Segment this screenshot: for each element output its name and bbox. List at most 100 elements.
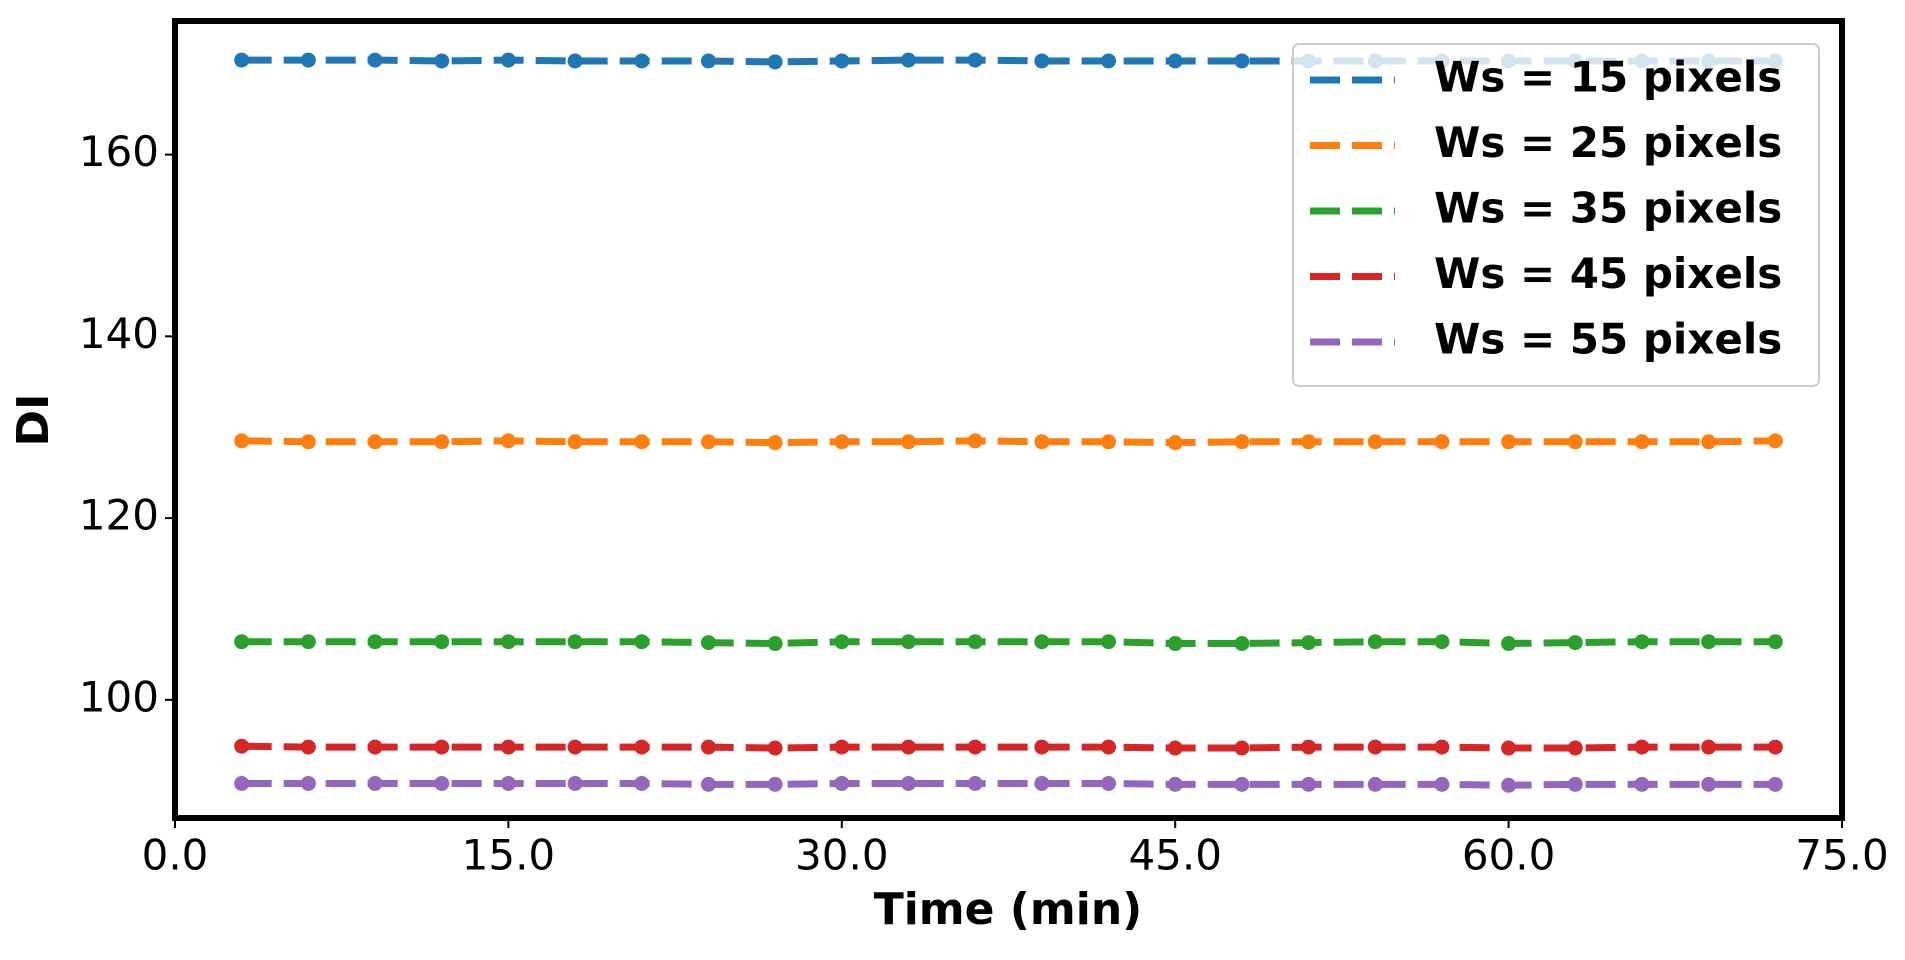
y-tick-label: 140 bbox=[79, 309, 159, 358]
data-point bbox=[1767, 433, 1783, 449]
data-point bbox=[1234, 636, 1250, 652]
data-point bbox=[1167, 740, 1183, 756]
data-point bbox=[1301, 434, 1317, 450]
data-point bbox=[300, 52, 316, 68]
data-point bbox=[434, 634, 450, 650]
data-point bbox=[367, 739, 383, 755]
data-point bbox=[1167, 435, 1183, 451]
series-line bbox=[241, 742, 1776, 752]
data-point bbox=[1767, 739, 1783, 755]
data-point bbox=[1634, 776, 1650, 792]
data-point bbox=[1301, 776, 1317, 792]
data-point bbox=[634, 434, 650, 450]
data-point bbox=[700, 53, 716, 69]
data-point bbox=[900, 634, 916, 650]
data-point bbox=[834, 775, 850, 791]
data-point bbox=[500, 775, 516, 791]
data-point bbox=[567, 634, 583, 650]
data-point bbox=[567, 775, 583, 791]
data-point bbox=[700, 635, 716, 651]
data-point bbox=[767, 435, 783, 451]
data-point bbox=[1701, 776, 1717, 792]
data-point bbox=[500, 739, 516, 755]
data-point bbox=[1101, 634, 1117, 650]
data-point bbox=[434, 739, 450, 755]
data-point bbox=[567, 739, 583, 755]
data-point bbox=[700, 434, 716, 450]
data-point bbox=[700, 776, 716, 792]
data-point bbox=[834, 53, 850, 69]
x-tick-label: 75.0 bbox=[1795, 831, 1889, 880]
data-point bbox=[1567, 635, 1583, 651]
data-point bbox=[300, 775, 316, 791]
data-point bbox=[434, 434, 450, 450]
data-point bbox=[500, 52, 516, 68]
legend-label: Ws = 45 pixels bbox=[1434, 249, 1782, 298]
data-point bbox=[1701, 739, 1717, 755]
data-point bbox=[900, 775, 916, 791]
data-point bbox=[967, 634, 983, 650]
data-point bbox=[834, 739, 850, 755]
data-point bbox=[1434, 776, 1450, 792]
data-point bbox=[434, 775, 450, 791]
series-line bbox=[241, 437, 1776, 447]
data-point bbox=[834, 434, 850, 450]
x-tick-label: 15.0 bbox=[462, 831, 556, 880]
data-point bbox=[1567, 434, 1583, 450]
data-point bbox=[767, 636, 783, 652]
data-point bbox=[1634, 739, 1650, 755]
data-point bbox=[1501, 740, 1517, 756]
data-point bbox=[767, 54, 783, 70]
data-point bbox=[1234, 434, 1250, 450]
x-tick-label: 45.0 bbox=[1128, 831, 1222, 880]
data-point bbox=[1167, 636, 1183, 652]
data-point bbox=[1767, 634, 1783, 650]
data-point bbox=[1234, 740, 1250, 756]
data-point bbox=[1234, 776, 1250, 792]
data-point bbox=[634, 634, 650, 650]
data-point bbox=[500, 433, 516, 449]
plot-area bbox=[234, 52, 1783, 793]
data-point bbox=[634, 739, 650, 755]
data-point bbox=[1567, 740, 1583, 756]
data-point bbox=[567, 434, 583, 450]
data-point bbox=[367, 775, 383, 791]
data-point bbox=[234, 433, 250, 449]
data-point bbox=[967, 52, 983, 68]
data-point bbox=[1101, 775, 1117, 791]
data-point bbox=[634, 775, 650, 791]
data-point bbox=[367, 52, 383, 68]
data-point bbox=[1101, 739, 1117, 755]
data-point bbox=[1034, 434, 1050, 450]
data-point bbox=[1034, 775, 1050, 791]
axes-frame bbox=[172, 18, 1845, 821]
data-point bbox=[1567, 776, 1583, 792]
data-point bbox=[967, 739, 983, 755]
series-line bbox=[241, 638, 1776, 648]
data-point bbox=[1634, 634, 1650, 650]
data-point bbox=[500, 634, 516, 650]
data-point bbox=[367, 434, 383, 450]
data-point bbox=[300, 739, 316, 755]
data-point bbox=[900, 739, 916, 755]
data-point bbox=[700, 739, 716, 755]
data-point bbox=[1234, 53, 1250, 69]
data-point bbox=[1167, 776, 1183, 792]
data-point bbox=[1367, 739, 1383, 755]
y-tick-label: 160 bbox=[79, 127, 159, 176]
data-point bbox=[1634, 434, 1650, 450]
x-tick-label: 60.0 bbox=[1462, 831, 1556, 880]
x-axis-label: Time (min) bbox=[874, 884, 1143, 935]
data-point bbox=[1501, 434, 1517, 450]
data-point bbox=[1034, 739, 1050, 755]
data-point bbox=[1301, 635, 1317, 651]
data-point bbox=[967, 433, 983, 449]
series-line bbox=[241, 779, 1776, 789]
data-point bbox=[567, 53, 583, 69]
legend-label: Ws = 25 pixels bbox=[1434, 118, 1782, 167]
data-point bbox=[967, 775, 983, 791]
data-point bbox=[1167, 53, 1183, 69]
data-point bbox=[900, 52, 916, 68]
data-point bbox=[1434, 739, 1450, 755]
data-point bbox=[1501, 636, 1517, 652]
